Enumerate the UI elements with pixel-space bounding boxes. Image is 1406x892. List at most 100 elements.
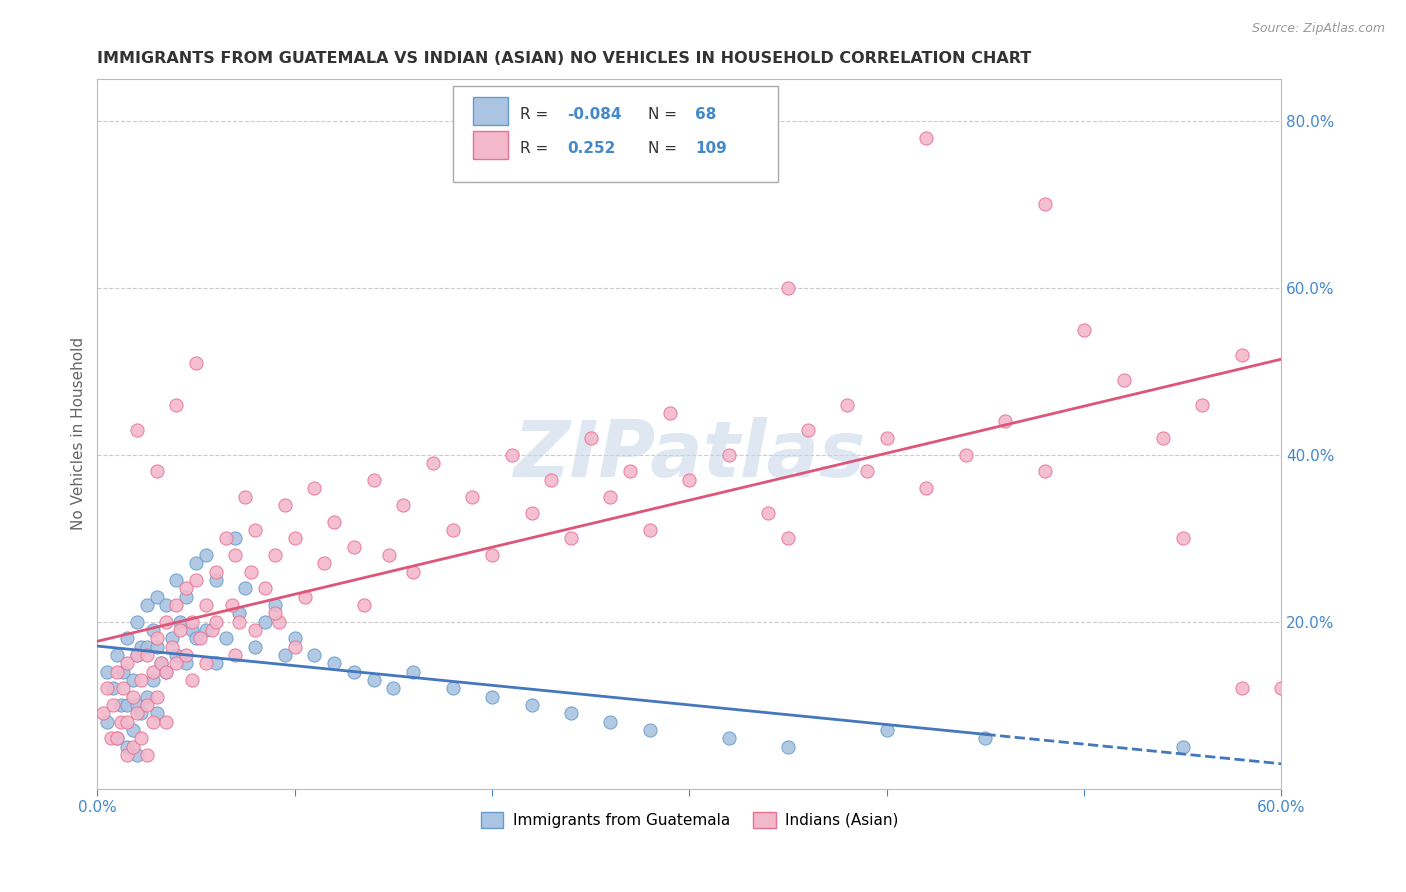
Point — [245, 523, 267, 537]
Point — [441, 681, 464, 696]
Point — [135, 648, 157, 662]
Point — [201, 623, 224, 637]
Point — [96, 681, 118, 696]
Point — [560, 531, 582, 545]
Point — [235, 582, 257, 596]
Point — [162, 640, 184, 654]
Point — [717, 448, 740, 462]
Point — [135, 748, 157, 763]
Point — [194, 598, 217, 612]
Point — [994, 414, 1017, 428]
Point — [135, 640, 157, 654]
Point — [1191, 398, 1213, 412]
Point — [165, 573, 187, 587]
Point — [264, 548, 287, 562]
Point — [402, 665, 425, 679]
Point — [658, 406, 681, 420]
Point — [441, 523, 464, 537]
Point — [181, 615, 204, 629]
Point — [1171, 531, 1194, 545]
Point — [184, 356, 207, 370]
Text: N =: N = — [648, 107, 682, 121]
Text: ZIPatlas: ZIPatlas — [513, 417, 866, 493]
Point — [111, 665, 134, 679]
Point — [101, 698, 124, 712]
Point — [240, 565, 263, 579]
Point — [162, 632, 184, 646]
Point — [422, 456, 444, 470]
Point — [284, 531, 307, 545]
Point — [194, 657, 217, 671]
Point — [165, 648, 187, 662]
Point — [125, 615, 148, 629]
Point — [284, 632, 307, 646]
Point — [122, 690, 145, 704]
Point — [110, 698, 132, 712]
Point — [135, 598, 157, 612]
Point — [224, 648, 246, 662]
Point — [145, 706, 167, 721]
Point — [378, 548, 401, 562]
Point — [314, 556, 336, 570]
Point — [165, 598, 187, 612]
Point — [1230, 681, 1253, 696]
Point — [323, 657, 346, 671]
Point — [363, 473, 385, 487]
Point — [264, 607, 287, 621]
Point — [228, 615, 250, 629]
Point — [343, 665, 366, 679]
Point — [599, 714, 621, 729]
Point — [481, 690, 503, 704]
Point — [520, 698, 543, 712]
Point — [678, 473, 700, 487]
Point — [756, 506, 779, 520]
Text: R =: R = — [520, 107, 553, 121]
Point — [142, 665, 165, 679]
Point — [304, 648, 326, 662]
Point — [125, 706, 148, 721]
Point — [776, 739, 799, 754]
Point — [856, 465, 879, 479]
Point — [267, 615, 290, 629]
Point — [115, 657, 138, 671]
Point — [142, 623, 165, 637]
Point — [142, 714, 165, 729]
Point — [105, 731, 128, 746]
Point — [169, 615, 191, 629]
Point — [481, 548, 503, 562]
Point — [129, 640, 152, 654]
Point — [91, 706, 114, 721]
Legend: Immigrants from Guatemala, Indians (Asian): Immigrants from Guatemala, Indians (Asia… — [474, 805, 904, 834]
Point — [955, 448, 977, 462]
Point — [228, 607, 250, 621]
Point — [142, 673, 165, 687]
Text: IMMIGRANTS FROM GUATEMALA VS INDIAN (ASIAN) NO VEHICLES IN HOUSEHOLD CORRELATION: IMMIGRANTS FROM GUATEMALA VS INDIAN (ASI… — [97, 51, 1032, 66]
Point — [221, 598, 243, 612]
Point — [149, 657, 172, 671]
Point — [1033, 465, 1056, 479]
Point — [876, 431, 898, 445]
Point — [560, 706, 582, 721]
Point — [1073, 323, 1095, 337]
Point — [501, 448, 523, 462]
FancyBboxPatch shape — [472, 97, 508, 126]
Point — [125, 423, 148, 437]
Point — [224, 531, 246, 545]
Point — [174, 657, 197, 671]
Point — [125, 648, 148, 662]
Point — [254, 582, 277, 596]
Text: Source: ZipAtlas.com: Source: ZipAtlas.com — [1251, 22, 1385, 36]
FancyBboxPatch shape — [472, 131, 508, 160]
Point — [174, 590, 197, 604]
Point — [274, 648, 297, 662]
Point — [100, 731, 122, 746]
Point — [382, 681, 405, 696]
Point — [129, 706, 152, 721]
Point — [129, 731, 152, 746]
Point — [392, 498, 415, 512]
Point — [520, 506, 543, 520]
Point — [110, 714, 132, 729]
Text: 68: 68 — [696, 107, 717, 121]
Point — [125, 698, 148, 712]
Point — [353, 598, 375, 612]
